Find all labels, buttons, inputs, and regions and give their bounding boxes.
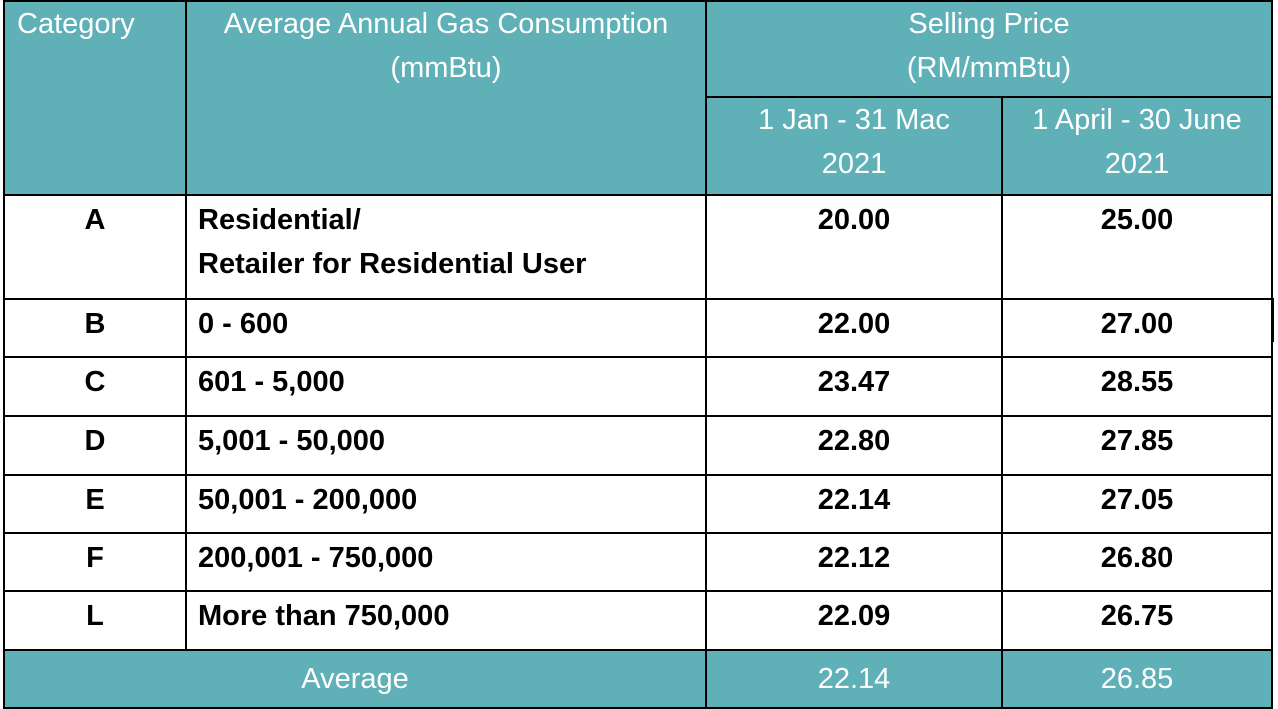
consumption-cell: Residential/ Retailer for Residential Us… xyxy=(185,194,707,300)
consumption-cell: More than 750,000 xyxy=(185,590,707,651)
period1-header-line2: 2021 xyxy=(821,148,887,180)
consumption-header: Average Annual Gas Consumption (mmBtu) xyxy=(185,0,707,196)
period1-header-line1: 1 Jan - 31 Mac xyxy=(758,104,950,136)
consumption-cell: 601 - 5,000 xyxy=(185,356,707,417)
price-period2-cell: 25.00 xyxy=(1000,194,1274,300)
price-period1-cell: 20.00 xyxy=(705,194,1003,300)
average-row: Average 22.14 26.85 xyxy=(3,649,1274,709)
price-period1-cell: 22.14 xyxy=(705,474,1003,534)
category-cell: A xyxy=(3,194,187,300)
price-period2-cell: 28.55 xyxy=(1000,356,1274,417)
category-cell: B xyxy=(3,298,187,358)
price-period1-cell: 22.00 xyxy=(705,298,1003,358)
header-row-2: 1 Jan - 31 Mac 2021 1 April - 30 June 20… xyxy=(4,96,1274,196)
consumption-line1: Residential/ xyxy=(198,204,361,236)
price-period1-cell: 22.12 xyxy=(705,532,1003,592)
table-row: D 5,001 - 50,000 22.80 27.85 xyxy=(3,415,1274,476)
category-cell: E xyxy=(3,474,187,534)
average-period1: 22.14 xyxy=(705,649,1003,709)
category-cell: L xyxy=(3,590,187,651)
selling-price-header: Selling Price (RM/mmBtu) xyxy=(704,0,1274,98)
category-cell: C xyxy=(3,356,187,417)
text-cursor xyxy=(1272,298,1274,342)
consumption-cell: 200,001 - 750,000 xyxy=(185,532,707,592)
consumption-cell: 5,001 - 50,000 xyxy=(185,415,707,476)
period1-header: 1 Jan - 31 Mac 2021 xyxy=(705,96,1003,196)
price-period2-cell: 27.85 xyxy=(1000,415,1274,476)
table-row: L More than 750,000 22.09 26.75 xyxy=(3,590,1274,651)
period2-header-line2: 2021 xyxy=(1104,148,1170,180)
table-row: E 50,001 - 200,000 22.14 27.05 xyxy=(3,474,1274,534)
category-cell: D xyxy=(3,415,187,476)
category-header-label: Category xyxy=(17,8,135,40)
price-period2-cell: 26.75 xyxy=(1000,590,1274,651)
table-row: F 200,001 - 750,000 22.12 26.80 xyxy=(3,532,1274,592)
selling-price-header-line2: (RM/mmBtu) xyxy=(906,52,1072,84)
selling-price-header-line1: Selling Price xyxy=(908,8,1070,40)
price-period1-cell: 22.09 xyxy=(705,590,1003,651)
consumption-header-line2: (mmBtu) xyxy=(390,52,502,84)
average-label: Average xyxy=(3,649,707,709)
consumption-header-line1: Average Annual Gas Consumption xyxy=(223,8,669,40)
price-period2-cell: 27.05 xyxy=(1000,474,1274,534)
gas-price-table: Category Average Annual Gas Consumption … xyxy=(3,0,1274,709)
price-period2-cell: 27.00 xyxy=(1000,298,1274,358)
price-period1-cell: 22.80 xyxy=(705,415,1003,476)
table-row: A Residential/ Retailer for Residential … xyxy=(3,194,1274,300)
category-header: Category xyxy=(3,0,187,196)
period2-header-line1: 1 April - 30 June xyxy=(1032,104,1242,136)
category-cell: F xyxy=(3,532,187,592)
average-period2: 26.85 xyxy=(1000,649,1274,709)
price-period2-cell: 26.80 xyxy=(1000,532,1274,592)
period2-header: 1 April - 30 June 2021 xyxy=(1000,96,1274,196)
consumption-line2: Retailer for Residential User xyxy=(198,248,587,280)
table-row: C 601 - 5,000 23.47 28.55 xyxy=(3,356,1274,417)
header-row-1: Category Average Annual Gas Consumption … xyxy=(3,0,1274,196)
consumption-cell: 50,001 - 200,000 xyxy=(185,474,707,534)
price-period1-cell: 23.47 xyxy=(705,356,1003,417)
table-row: B 0 - 600 22.00 27.00 xyxy=(3,298,1274,358)
consumption-cell: 0 - 600 xyxy=(185,298,707,358)
